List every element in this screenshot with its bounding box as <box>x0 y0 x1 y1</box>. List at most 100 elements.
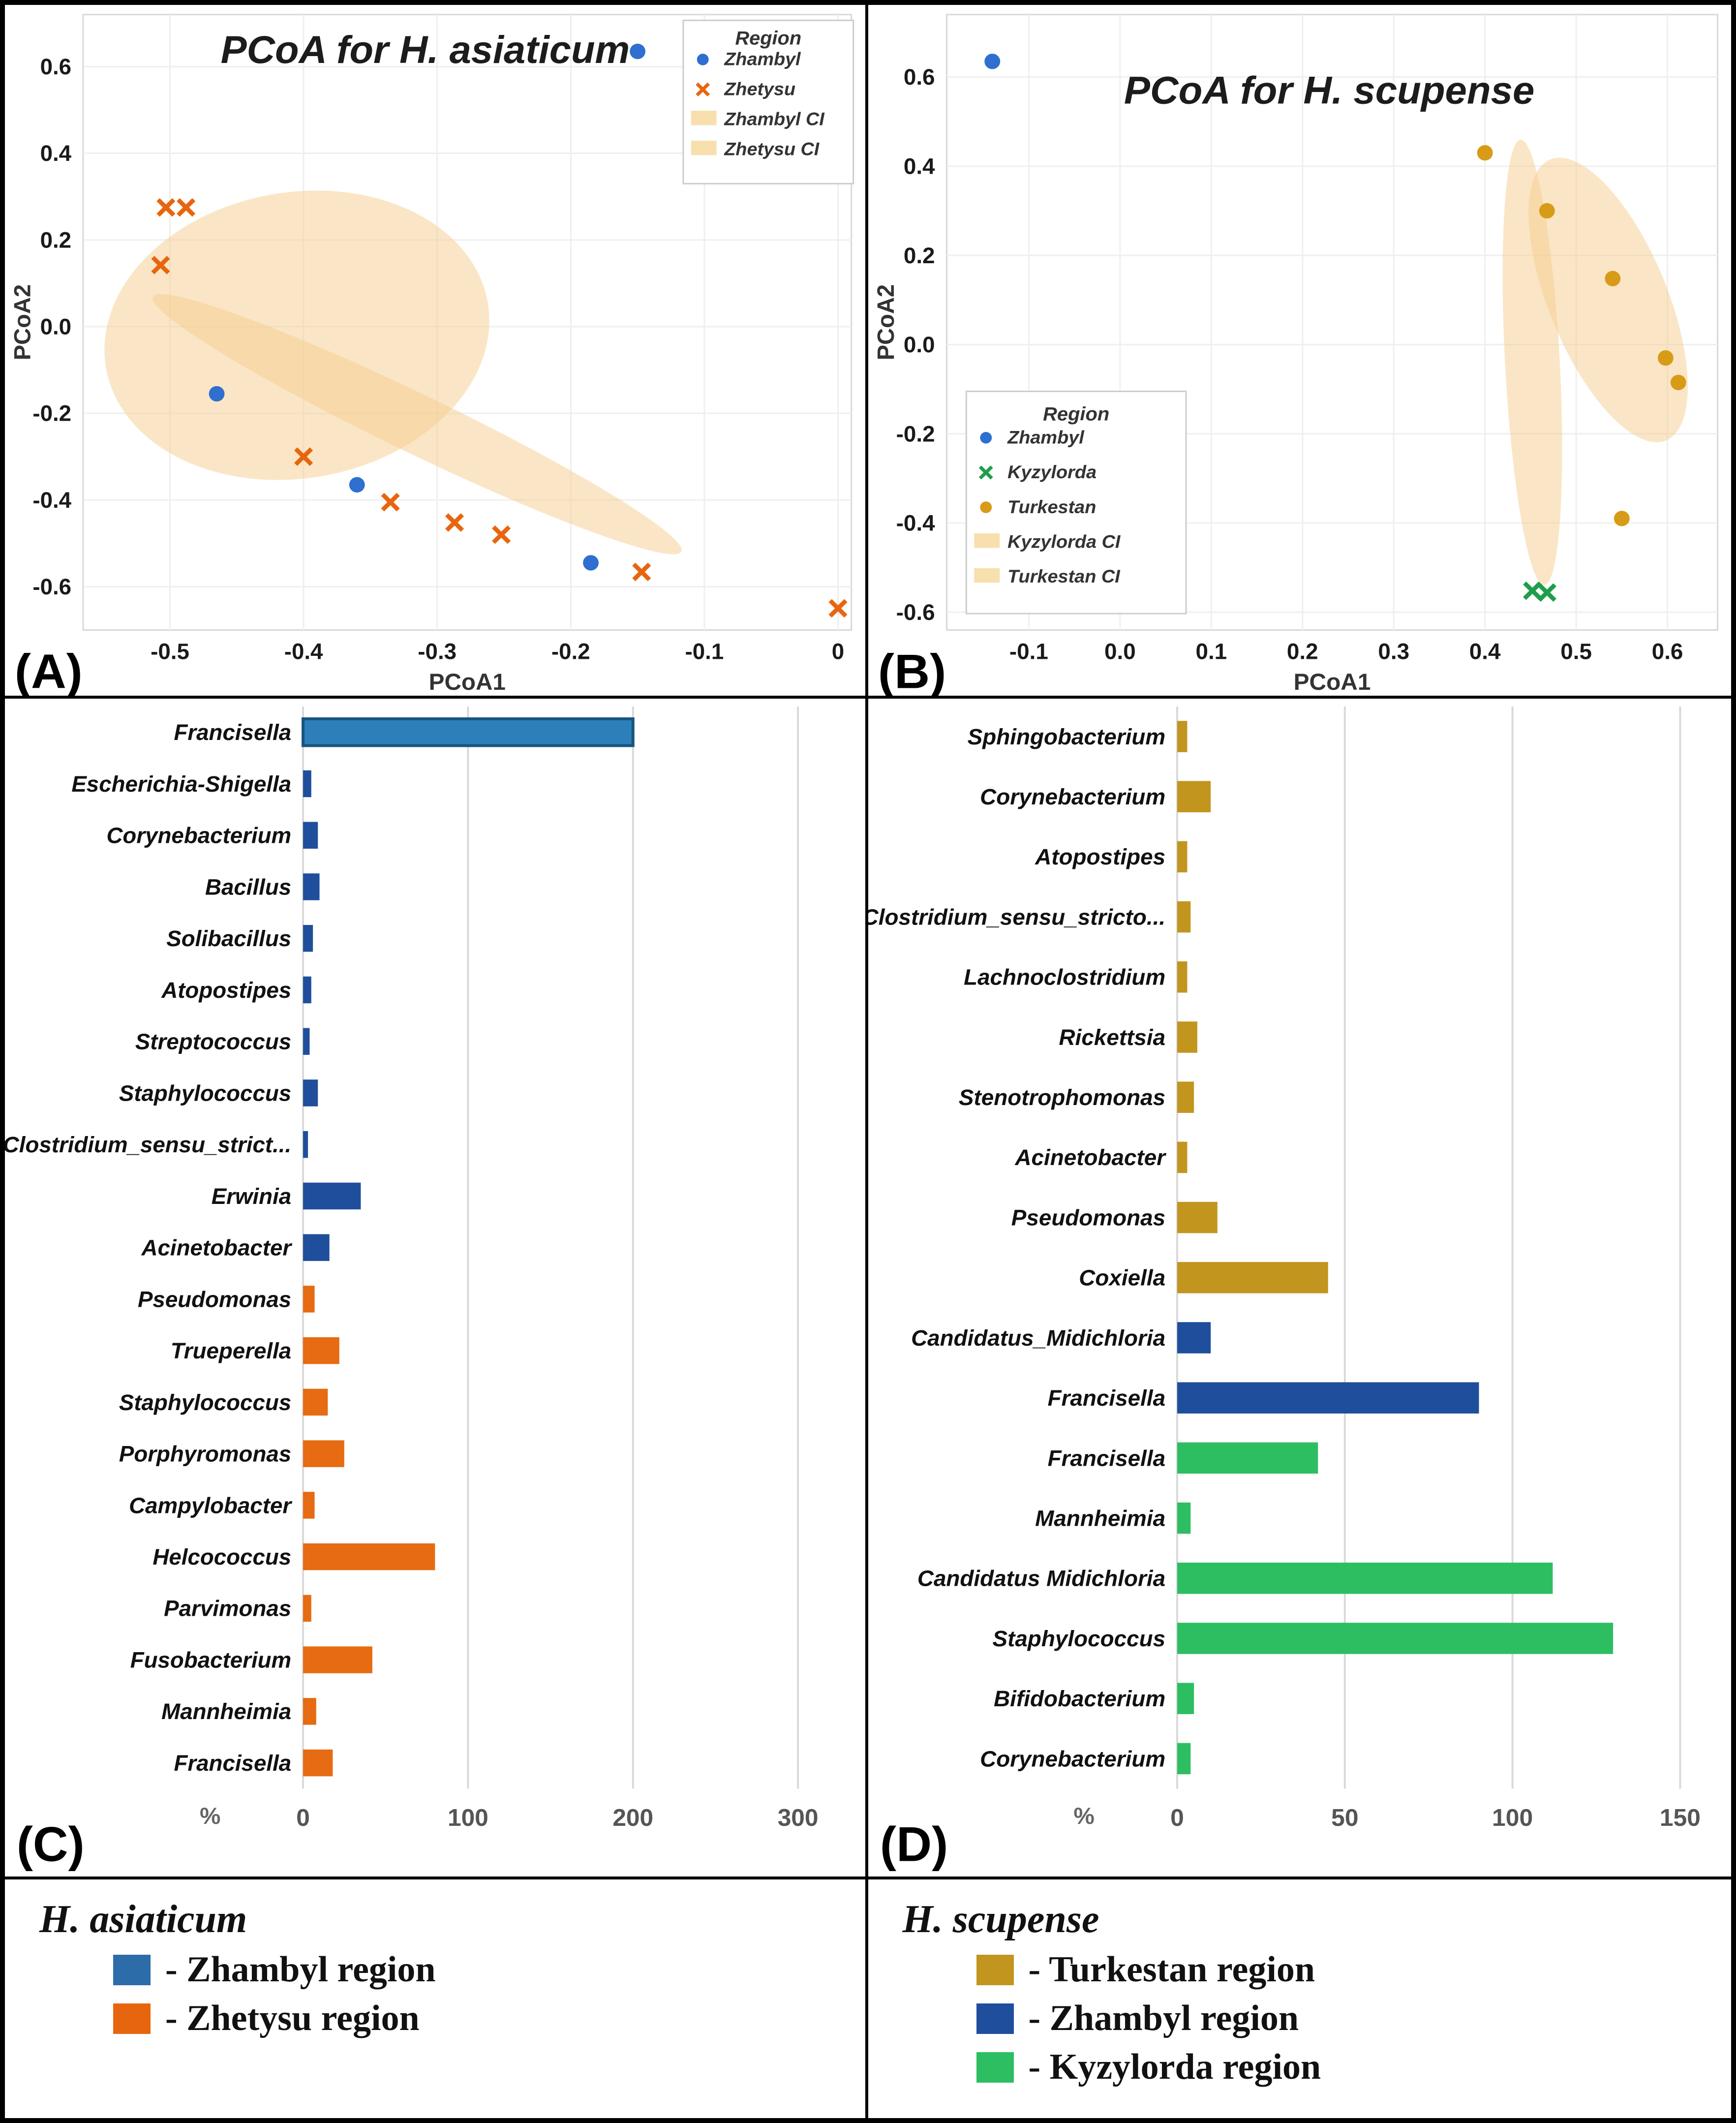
x-tick-label: 0 <box>296 1804 310 1831</box>
panel-letter: (D) <box>880 1817 947 1872</box>
y-tick-label: 0.0 <box>903 332 935 357</box>
legend-title: Region <box>1043 403 1109 425</box>
point-turkestan <box>1604 271 1620 286</box>
point-zhetysu <box>492 525 511 544</box>
turkestan-color-swatch <box>976 1954 1014 1985</box>
bar <box>303 1182 361 1210</box>
x-tick-label: 0.1 <box>1195 639 1227 664</box>
bar <box>303 1698 316 1725</box>
x-tick-label: -0.4 <box>284 639 323 664</box>
bar-label: Candidatus_Midichloria <box>911 1325 1165 1351</box>
y-tick-label: -0.6 <box>32 574 71 599</box>
bar-label: Clostridium_sensu_stricto... <box>868 905 1165 930</box>
percent-axis-label: % <box>200 1803 220 1829</box>
point-turkestan <box>1670 374 1686 391</box>
point-zhetysu <box>828 599 848 618</box>
bar <box>1177 1021 1197 1053</box>
legend-item-label: - Zhambyl region <box>165 1949 436 1990</box>
point-zhambyl <box>583 555 599 571</box>
legend-entry-label: Turkestan CI <box>1007 566 1121 587</box>
zhambyl-color-swatch <box>976 2003 1014 2034</box>
panel-letter: (A) <box>15 645 83 696</box>
bar <box>1177 1563 1553 1594</box>
x-tick-label: -0.2 <box>551 639 590 664</box>
y-tick-label: -0.4 <box>32 488 71 513</box>
legend-item-label: - Kyzylorda region <box>1028 2047 1321 2087</box>
legend-item-kyzylorda: - Kyzylorda region <box>976 2046 1732 2088</box>
legend-asiaticum: H. asiaticum - Zhambyl region - Zhetysu … <box>5 1879 868 2118</box>
bar-label: Porphyromonas <box>119 1442 291 1467</box>
point-zhetysu <box>632 562 651 582</box>
x-tick-label: 0 <box>832 639 844 664</box>
bar-label: Corynebacterium <box>980 784 1165 809</box>
bar <box>303 1492 315 1519</box>
point-zhetysu <box>151 255 170 275</box>
bar-label: Bifidobacterium <box>994 1686 1165 1711</box>
point-zhambyl <box>984 54 1000 69</box>
y-tick-label: 0.2 <box>903 243 935 268</box>
bar <box>1177 841 1187 873</box>
point-zhetysu <box>294 447 313 466</box>
panel-b: -0.1 0.0 0.1 0.2 0.3 0.4 0.5 0.6 0.6 0.4 0.2 0.0 -0.… <box>868 5 1731 699</box>
bar <box>303 1440 344 1467</box>
bar <box>1177 1623 1613 1654</box>
point-zhambyl <box>630 43 646 60</box>
y-tick-label: 0.0 <box>40 314 72 339</box>
legend-entry-label: Zhambyl <box>724 49 801 69</box>
point-kyzylorda <box>1523 581 1542 600</box>
confidence-ellipse <box>152 294 682 554</box>
bar-label: Sphingobacterium <box>967 724 1165 749</box>
x-tick-label: 0.0 <box>1104 639 1135 664</box>
bar-label: Parvimonas <box>164 1596 291 1621</box>
bar <box>303 1749 333 1777</box>
y-tick-label: 0.2 <box>40 228 72 253</box>
bar-label: Lachnoclostridium <box>964 965 1165 990</box>
bar <box>303 1234 330 1261</box>
x-tick-label: -0.3 <box>418 639 457 664</box>
confidence-ellipse <box>1528 157 1688 442</box>
bar <box>303 924 313 952</box>
point-turkestan <box>1614 511 1630 526</box>
bar <box>303 1286 315 1313</box>
legend-marker-patch <box>691 140 717 155</box>
legend-scupense: H. scupense - Turkestan region - Zhambyl… <box>868 1879 1732 2118</box>
zhambyl-color-swatch <box>113 1954 151 1985</box>
x-tick-label: -0.1 <box>685 639 724 664</box>
point-zhetysu <box>156 198 176 217</box>
bar <box>1177 1322 1211 1354</box>
bar <box>303 1646 372 1673</box>
bar <box>1177 781 1211 812</box>
point-turkestan <box>1657 350 1674 366</box>
bar-label: Campylobacter <box>129 1493 292 1518</box>
x-tick-label: -0.5 <box>151 639 189 664</box>
legend-box <box>965 390 1187 615</box>
y-tick-label: -0.2 <box>32 401 71 426</box>
y-tick-label: 0.4 <box>40 141 72 166</box>
legend-marker-dot <box>979 501 992 513</box>
legend-entry-label: Zhambyl CI <box>724 109 825 129</box>
legend-marker-dot <box>697 54 709 65</box>
bar-label: Fusobacterium <box>130 1648 291 1673</box>
bar-label: Staphylococcus <box>119 1390 291 1415</box>
bar-label: Clostridium_sensu_strict... <box>5 1132 291 1157</box>
legend-marker-patch <box>974 533 1000 548</box>
legend-item-zhetysu: - Zhetysu region <box>113 1998 865 2039</box>
bar <box>1177 1201 1218 1233</box>
bar <box>303 1337 339 1364</box>
point-kyzylorda <box>1537 583 1556 602</box>
y-tick-label: -0.2 <box>896 422 935 447</box>
bar-label: Stenotrophomonas <box>958 1085 1165 1110</box>
legend-marker-patch <box>691 111 717 125</box>
bar-label: Helcococcus <box>152 1544 291 1569</box>
chart-title: PCoA for H. scupense <box>1124 68 1534 112</box>
bar-label: Corynebacterium <box>106 823 291 848</box>
panel-letter: (C) <box>17 1817 85 1872</box>
bar <box>303 1131 308 1158</box>
bar <box>303 770 311 798</box>
x-tick-label: 0 <box>1170 1804 1184 1831</box>
y-tick-label: -0.6 <box>896 600 935 625</box>
legend-marker-patch <box>974 568 1000 583</box>
bar <box>303 873 320 900</box>
bar <box>1177 901 1190 933</box>
